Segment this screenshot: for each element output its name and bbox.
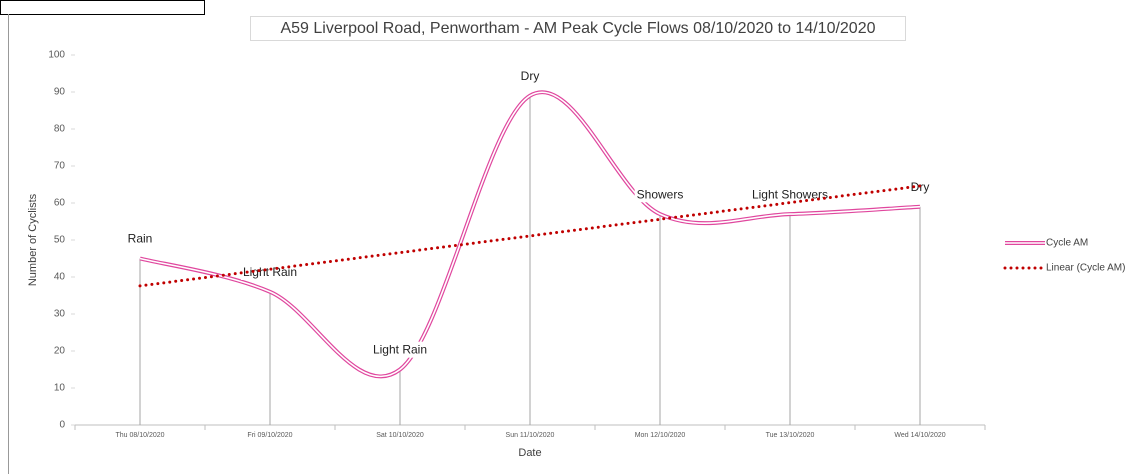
- y-tick-label: 70: [54, 161, 66, 172]
- series-line-inner: [139, 91, 921, 378]
- point-label: Rain: [128, 232, 153, 246]
- x-tick-label: Tue 13/10/2020: [766, 432, 815, 439]
- trend-line: [138, 184, 922, 288]
- y-tick-label: 100: [48, 50, 65, 61]
- point-label: Light Showers: [752, 187, 828, 201]
- x-tick-label: Mon 12/10/2020: [635, 432, 686, 439]
- point-label-bg: [634, 186, 686, 203]
- x-tick-label: Sat 10/10/2020: [376, 432, 424, 439]
- chart-title: A59 Liverpool Road, Penwortham - AM Peak…: [280, 20, 875, 37]
- y-tick-label: 60: [54, 198, 66, 209]
- y-tick-label: 20: [54, 346, 66, 357]
- y-tick-label: 10: [54, 383, 66, 394]
- y-tick-label: 50: [54, 235, 66, 246]
- y-tick-label: 30: [54, 309, 66, 320]
- legend-label: Linear (Cycle AM): [1046, 263, 1125, 274]
- point-label-bg: [518, 67, 542, 84]
- point-label: Light Rain: [373, 343, 427, 357]
- point-label: Showers: [637, 187, 684, 201]
- x-tick-label: Wed 14/10/2020: [894, 432, 945, 439]
- frame-box: [0, 0, 205, 15]
- x-tick-label: Sun 11/10/2020: [506, 432, 555, 439]
- y-tick-label: 0: [59, 420, 65, 431]
- y-axis-label: Number of Cyclists: [27, 193, 39, 286]
- y-tick-label: 80: [54, 124, 66, 135]
- title-box: [250, 16, 906, 41]
- point-label-bg: [125, 230, 155, 247]
- point-label: Dry: [521, 69, 540, 83]
- legend-label: Cycle AM: [1046, 238, 1088, 249]
- point-label-bg: [370, 341, 430, 358]
- x-tick-label: Fri 09/10/2020: [247, 432, 292, 439]
- x-tick-label: Thu 08/10/2020: [115, 432, 164, 439]
- y-tick-label: 90: [54, 87, 66, 98]
- x-axis-label: Date: [518, 447, 541, 459]
- point-label-bg: [749, 186, 831, 203]
- point-label-bg: [240, 263, 300, 280]
- y-tick-label: 40: [54, 272, 66, 283]
